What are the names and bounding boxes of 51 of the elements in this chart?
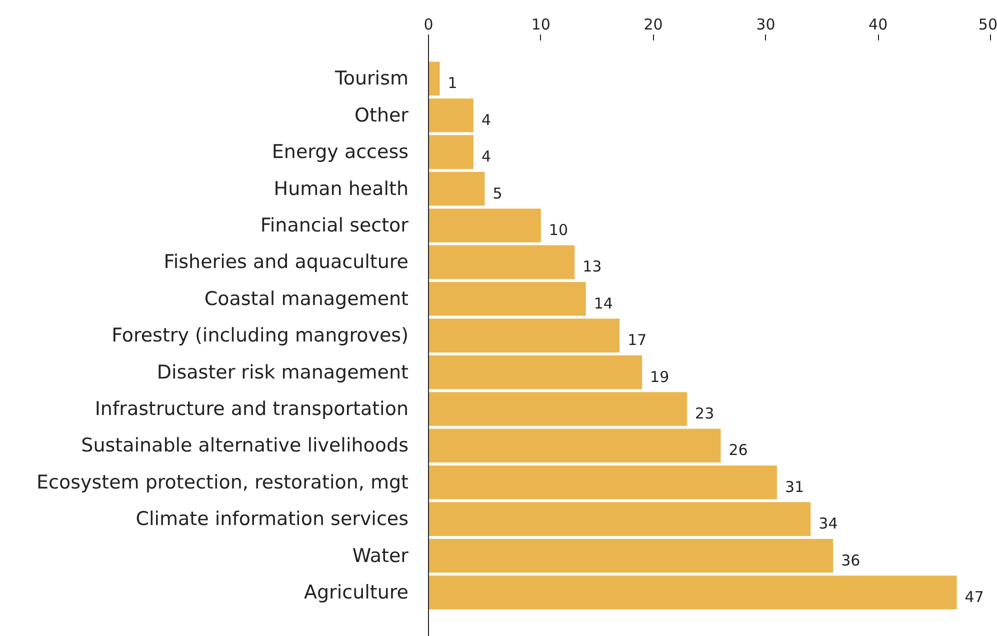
data-label: 4: [481, 110, 492, 129]
y-tick-label: Ecosystem protection, restoration, mgt: [36, 471, 409, 494]
bar: [428, 282, 586, 316]
bar: [428, 428, 721, 463]
x-tick-label: 20: [644, 16, 663, 34]
data-label: 36: [841, 551, 860, 570]
data-label: 4: [481, 148, 492, 166]
x-tick-label: 10: [531, 16, 550, 34]
y-tick-label: Infrastructure and transportation: [94, 398, 409, 420]
data-label: 23: [695, 404, 714, 422]
bar: [428, 208, 541, 242]
bar: [428, 355, 642, 390]
data-label: 34: [818, 514, 838, 533]
bar: [428, 318, 620, 352]
y-tick-label: Forestry (including mangroves): [112, 324, 409, 347]
data-label: 31: [784, 478, 804, 496]
y-tick-label: Climate information services: [136, 508, 409, 530]
y-tick-label: Disaster risk management: [156, 361, 409, 384]
x-tick-label: 50: [978, 16, 997, 34]
data-label: 14: [594, 294, 613, 312]
data-label: 26: [728, 441, 748, 460]
data-label: 1: [448, 74, 458, 92]
y-tick-label: Sustainable alternative livelihoods: [81, 434, 409, 457]
bar: [428, 538, 834, 573]
data-label: 5: [492, 184, 502, 202]
bar: [428, 465, 777, 500]
bar: [428, 135, 474, 169]
y-tick-label: Human health: [274, 178, 409, 200]
y-tick-label: Energy access: [272, 141, 409, 164]
x-tick-label: 30: [756, 16, 776, 34]
y-tick-label: Water: [352, 544, 409, 567]
bar: [428, 502, 811, 536]
data-label: 19: [650, 368, 670, 386]
y-tick-label: Financial sector: [260, 214, 409, 236]
data-label: 10: [548, 220, 568, 239]
bar: [428, 62, 440, 96]
y-tick-label: Other: [354, 104, 409, 126]
y-tick-label: Tourism: [334, 68, 409, 90]
y-tick-label: Coastal management: [204, 288, 409, 310]
x-tick-label: 40: [868, 16, 888, 34]
data-label: 47: [964, 588, 984, 606]
bar: [428, 172, 485, 206]
bar: [428, 392, 688, 426]
bar: [428, 245, 575, 280]
data-label: 17: [628, 331, 647, 350]
y-tick-label: Agriculture: [304, 581, 409, 604]
data-label: 13: [582, 258, 602, 276]
x-tick-label: 0: [424, 16, 434, 34]
bar: [428, 98, 474, 132]
bar: [428, 576, 957, 610]
y-tick-label: Fisheries and aquaculture: [164, 251, 409, 274]
